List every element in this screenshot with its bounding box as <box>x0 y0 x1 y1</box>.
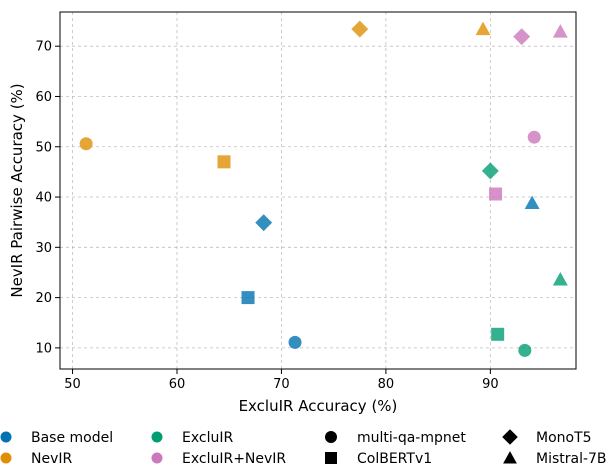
data-point <box>255 214 273 232</box>
data-point <box>527 130 541 144</box>
data-point <box>518 343 532 357</box>
legend-training-label: ExcluIR+NevIR <box>182 451 286 465</box>
y-tick-label: 60 <box>35 90 52 105</box>
y-tick-label: 40 <box>35 191 52 206</box>
axis-ticks: 50 60 70 80 90 10 20 30 40 50 60 70 <box>35 40 498 392</box>
data-point <box>513 28 531 46</box>
y-tick-label: 70 <box>35 40 52 55</box>
plot-frame <box>59 11 577 370</box>
legend-model-label: Mistral-7B <box>536 451 607 465</box>
grid <box>60 12 576 369</box>
x-tick-label: 60 <box>169 377 186 392</box>
data-point <box>475 21 491 36</box>
data-point <box>552 24 568 38</box>
y-tick-label: 20 <box>35 291 52 306</box>
y-tick-label: 50 <box>35 140 52 155</box>
data-point <box>552 272 568 286</box>
data-point <box>491 327 505 341</box>
data-point <box>524 195 540 210</box>
legend-model-marker <box>325 431 337 443</box>
y-tick-label: 30 <box>35 241 52 256</box>
x-axis-title: ExcluIR Accuracy (%) <box>239 397 398 415</box>
y-tick-label: 10 <box>35 341 52 356</box>
x-tick-label: 80 <box>378 377 395 392</box>
legend-training-marker <box>0 452 12 464</box>
x-tick-label: 70 <box>273 377 290 392</box>
data-point <box>481 162 499 180</box>
x-tick-label: 50 <box>64 377 81 392</box>
legend-training-label: NevIR <box>31 451 73 465</box>
data-point <box>241 291 255 305</box>
legend-training-label: ExcluIR <box>182 430 233 446</box>
y-axis-title: NevIR Pairwise Accuracy (%) <box>8 83 26 297</box>
legend: Base model NevIR ExcluIR ExcluIR+NevIR multi… <box>0 429 607 465</box>
legend-model-marker <box>502 429 518 445</box>
legend-model-label: MonoT5 <box>536 430 592 446</box>
legend-training-label: Base model <box>31 430 113 446</box>
data-point <box>489 187 503 201</box>
data-points <box>79 20 568 357</box>
data-point <box>288 335 302 349</box>
legend-model-label: multi-qa-mpnet <box>357 430 466 446</box>
legend-training-marker <box>151 452 163 464</box>
data-point <box>217 155 231 169</box>
legend-training-marker <box>151 431 163 443</box>
legend-model-marker <box>503 451 517 464</box>
legend-training-marker <box>0 431 12 443</box>
data-point <box>79 137 93 151</box>
x-tick-label: 90 <box>482 377 499 392</box>
data-point <box>351 20 369 38</box>
legend-model-label: ColBERTv1 <box>357 451 432 465</box>
legend-model-marker <box>325 452 337 464</box>
